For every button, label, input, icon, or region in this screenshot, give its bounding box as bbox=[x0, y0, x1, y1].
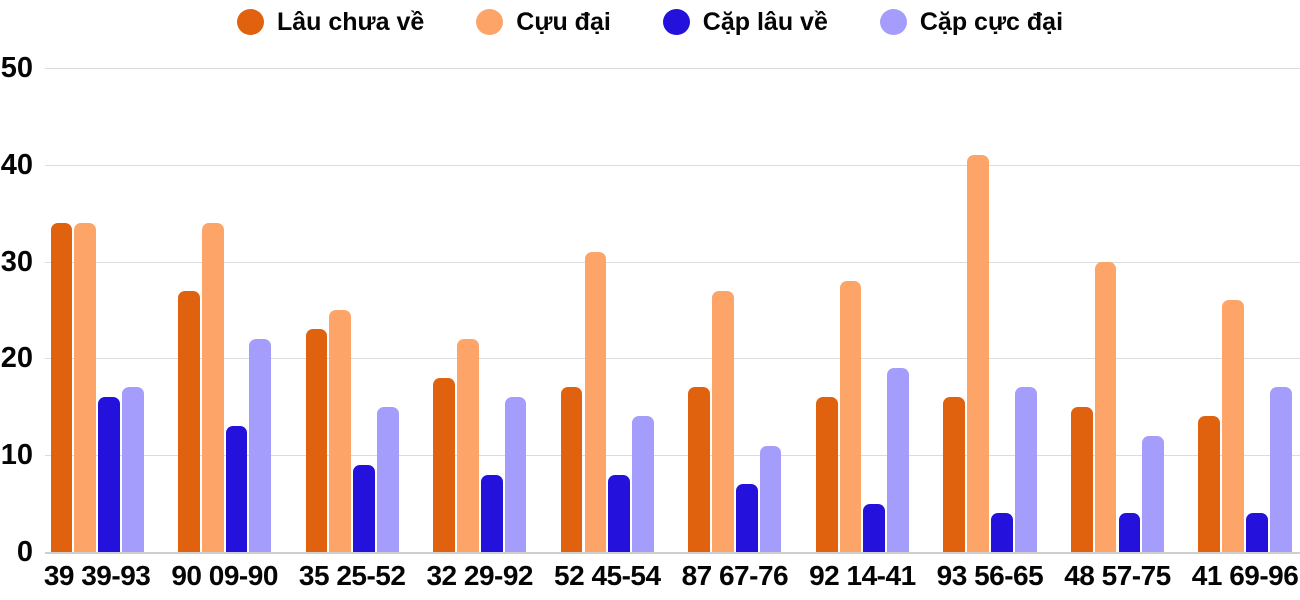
bar-52_45-54-series-1[interactable] bbox=[584, 251, 607, 552]
x-axis-category-label: 52 45-54 bbox=[554, 560, 661, 591]
bar-41_69-96-series-3[interactable] bbox=[1269, 387, 1292, 552]
gridline-y-10 bbox=[45, 455, 1300, 457]
bar-41_69-96-series-0[interactable] bbox=[1198, 416, 1221, 552]
bar-92_14-41-series-2[interactable] bbox=[863, 503, 886, 552]
bar-39_39-93-series-2[interactable] bbox=[98, 397, 120, 552]
legend-swatch-icon bbox=[476, 9, 504, 35]
bar-93_56-65-series-1[interactable] bbox=[967, 155, 989, 552]
bar-90_09-90-series-2[interactable] bbox=[225, 426, 248, 552]
legend-item-series-3[interactable]: Cặp cực đại bbox=[879, 7, 1064, 37]
y-axis-tick-label: 10 bbox=[0, 439, 33, 472]
legend-swatch-icon bbox=[662, 9, 690, 35]
bar-32_29-92-series-0[interactable] bbox=[433, 377, 455, 552]
bar-93_56-65-series-3[interactable] bbox=[1014, 387, 1037, 552]
bar-35_25-52-series-3[interactable] bbox=[377, 406, 399, 552]
x-axis-category-label: 90 09-90 bbox=[171, 560, 278, 591]
chart-legend: Lâu chưa về Cựu đại Cặp lâu về Cặp cực đại bbox=[0, 7, 1300, 37]
x-axis-category-label: 87 67-76 bbox=[681, 560, 789, 591]
y-axis-tick-label: 20 bbox=[0, 342, 33, 375]
x-axis-category-label: 92 14-41 bbox=[809, 560, 916, 591]
bar-32_29-92-series-2[interactable] bbox=[480, 474, 503, 552]
bar-90_09-90-series-1[interactable] bbox=[201, 222, 224, 552]
bar-48_57-75-series-0[interactable] bbox=[1070, 406, 1093, 552]
x-axis-category-label: 35 25-52 bbox=[298, 560, 406, 591]
gridline-y-40 bbox=[45, 164, 1300, 166]
bar-48_57-75-series-2[interactable] bbox=[1118, 513, 1141, 552]
bar-87_67-76-series-3[interactable] bbox=[759, 445, 782, 552]
bar-32_29-92-series-1[interactable] bbox=[456, 339, 479, 552]
bar-52_45-54-series-2[interactable] bbox=[608, 474, 631, 552]
legend-label: Cựu đại bbox=[516, 7, 611, 36]
bar-39_39-93-series-1[interactable] bbox=[74, 222, 97, 552]
x-axis-category-label: 48 57-75 bbox=[1064, 560, 1171, 591]
gridline-y-0 bbox=[45, 552, 1300, 554]
gridline-y-50 bbox=[45, 68, 1300, 69]
bar-93_56-65-series-0[interactable] bbox=[943, 397, 966, 552]
bar-41_69-96-series-2[interactable] bbox=[1246, 513, 1268, 552]
gridline-y-20 bbox=[45, 358, 1300, 360]
legend-item-series-1[interactable]: Cựu đại bbox=[476, 8, 611, 37]
bar-48_57-75-series-1[interactable] bbox=[1094, 261, 1117, 552]
bar-41_69-96-series-1[interactable] bbox=[1222, 300, 1245, 552]
y-axis-tick-label: 0 bbox=[16, 536, 33, 568]
bar-48_57-75-series-3[interactable] bbox=[1142, 435, 1165, 552]
bar-90_09-90-series-0[interactable] bbox=[178, 290, 200, 552]
bar-32_29-92-series-3[interactable] bbox=[504, 397, 527, 552]
legend-label: Cặp lâu về bbox=[702, 7, 828, 36]
bar-52_45-54-series-3[interactable] bbox=[632, 416, 654, 552]
bar-52_45-54-series-0[interactable] bbox=[560, 387, 583, 552]
x-axis-category-label: 93 56-65 bbox=[936, 560, 1044, 591]
bar-92_14-41-series-0[interactable] bbox=[815, 397, 838, 552]
bar-87_67-76-series-0[interactable] bbox=[688, 387, 711, 552]
bar-87_67-76-series-1[interactable] bbox=[712, 290, 734, 552]
y-axis-tick-label: 40 bbox=[0, 148, 33, 181]
x-axis-category-label: 41 69-96 bbox=[1191, 560, 1299, 591]
legend-label: Lâu chưa về bbox=[276, 7, 425, 36]
bar-39_39-93-series-3[interactable] bbox=[121, 387, 144, 552]
legend-item-series-0[interactable]: Lâu chưa về bbox=[236, 7, 425, 37]
bar-93_56-65-series-2[interactable] bbox=[990, 513, 1013, 552]
legend-swatch-icon bbox=[879, 9, 907, 35]
bar-35_25-52-series-1[interactable] bbox=[329, 310, 352, 552]
bar-39_39-93-series-0[interactable] bbox=[50, 222, 73, 552]
bar-87_67-76-series-2[interactable] bbox=[735, 484, 758, 552]
y-axis-tick-label: 50 bbox=[0, 52, 33, 84]
gridline-y-30 bbox=[45, 261, 1300, 263]
legend-item-series-2[interactable]: Cặp lâu về bbox=[662, 7, 828, 37]
bar-92_14-41-series-1[interactable] bbox=[839, 280, 862, 552]
legend-label: Cặp cực đại bbox=[919, 7, 1064, 36]
bar-35_25-52-series-0[interactable] bbox=[305, 329, 328, 552]
bar-92_14-41-series-3[interactable] bbox=[887, 368, 909, 552]
x-axis-category-label: 39 39-93 bbox=[43, 560, 151, 591]
bar-35_25-52-series-2[interactable] bbox=[353, 464, 375, 552]
x-axis-category-label: 32 29-92 bbox=[426, 560, 534, 591]
bar-90_09-90-series-3[interactable] bbox=[249, 339, 272, 552]
legend-swatch-icon bbox=[236, 9, 264, 35]
y-axis-tick-label: 30 bbox=[0, 245, 33, 278]
